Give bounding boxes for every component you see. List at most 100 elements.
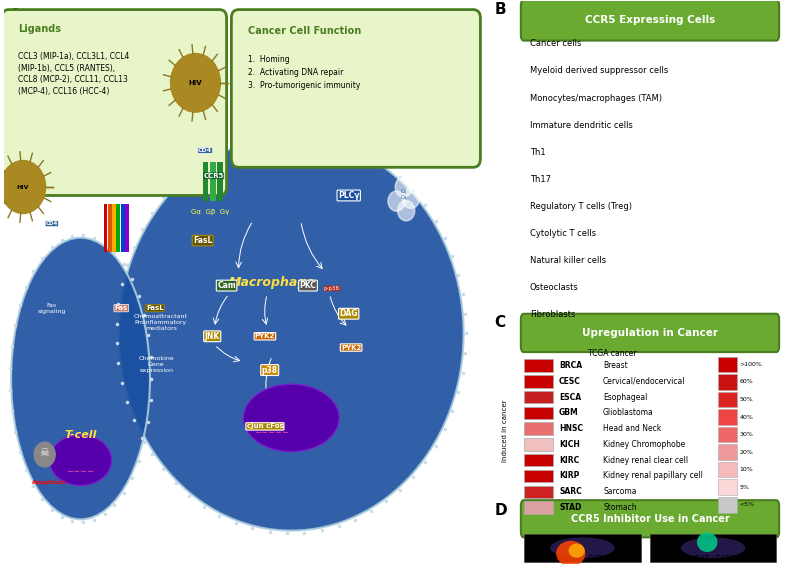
Text: B: B [494,2,506,17]
Text: Regulatory T cells (Treg): Regulatory T cells (Treg) [530,202,632,211]
Text: 30%: 30% [740,432,754,437]
Ellipse shape [568,544,585,558]
Text: Apoptosis: Apoptosis [32,480,67,485]
Text: PLCγ: PLCγ [338,191,359,200]
Bar [112,204,116,252]
FancyBboxPatch shape [231,10,480,167]
Text: Chemokine
Gene
expression: Chemokine Gene expression [138,356,174,373]
Ellipse shape [11,238,150,519]
Circle shape [398,201,415,221]
Text: Esophageal: Esophageal [603,393,648,402]
Text: ∼∼∼∼∼: ∼∼∼∼∼ [255,427,289,437]
Text: after CHT+CCR5 inh.: after CHT+CCR5 inh. [673,555,753,564]
Text: HNSC: HNSC [559,424,583,433]
Bar [523,407,553,419]
Text: <5%: <5% [740,502,755,507]
Text: GBM: GBM [559,409,578,417]
Text: Ligands: Ligands [18,23,61,34]
Bar [718,479,736,495]
Text: ESCA: ESCA [559,393,581,402]
Text: Chemoattractant
Proinflammatory
mediators: Chemoattractant Proinflammatory mediator… [134,314,188,331]
Bar [523,422,553,435]
Text: HIV: HIV [17,185,29,190]
Text: A: A [9,7,21,25]
Bar [718,409,736,425]
Text: Fas
signaling: Fas signaling [38,303,66,313]
Text: Osteoclasts: Osteoclasts [530,282,578,292]
Bar [523,454,553,466]
Bar [523,534,641,562]
Text: BRCA: BRCA [559,361,582,370]
Text: CCL3 (MIP-1a), CCL3L1, CCL4
(MIP-1b), CCL5 (RANTES),
CCL8 (MCP-2), CCL11, CCL13
: CCL3 (MIP-1a), CCL3L1, CCL4 (MIP-1b), CC… [18,52,130,96]
Text: Fas: Fas [115,305,128,311]
Text: 5%: 5% [740,485,749,489]
Bar [108,204,112,252]
Ellipse shape [697,532,718,552]
Text: 1.  Homing
2.  Activating DNA repair
3.  Pro-tumorigenic immunity: 1. Homing 2. Activating DNA repair 3. Pr… [248,54,361,90]
Text: TCGA cancer: TCGA cancer [589,349,637,358]
Text: Kidney Chromophobe: Kidney Chromophobe [603,440,685,449]
Text: C: C [494,316,505,331]
FancyBboxPatch shape [2,10,226,195]
Text: Macrophage: Macrophage [229,276,315,289]
Text: CCR5: CCR5 [204,172,224,179]
Text: Breast: Breast [603,361,628,370]
Bar [650,534,777,562]
Text: SARC: SARC [559,487,582,496]
Text: Th1: Th1 [530,148,545,156]
Bar [104,204,108,252]
Ellipse shape [119,136,464,531]
Text: Cervical/endocervical: Cervical/endocervical [603,377,685,386]
Text: T-cell: T-cell [64,430,97,440]
Ellipse shape [681,537,745,558]
Circle shape [395,177,413,197]
Text: PYK2: PYK2 [255,333,275,339]
Text: Ca
Ca: Ca Ca [401,189,407,200]
Text: ∼∼∼∼: ∼∼∼∼ [67,467,94,476]
Text: CCR5 Expressing Cells: CCR5 Expressing Cells [585,15,715,25]
Text: Immature dendritic cells: Immature dendritic cells [530,120,633,129]
Text: JNK: JNK [204,332,220,341]
Bar [718,444,736,460]
Text: 10%: 10% [740,467,753,472]
Text: FasL: FasL [193,236,212,245]
Text: Monocytes/macrophages (TAM): Monocytes/macrophages (TAM) [530,93,662,103]
Bar [718,391,736,407]
Text: CD4: CD4 [198,148,212,153]
Bar [125,204,129,252]
Text: CCR5 Inhibitor Use in Cancer: CCR5 Inhibitor Use in Cancer [571,514,729,524]
Text: Myeloid derived suppressor cells: Myeloid derived suppressor cells [530,66,668,76]
Text: Kidney renal papillary cell: Kidney renal papillary cell [603,472,703,481]
FancyBboxPatch shape [521,314,779,352]
Bar [523,501,553,514]
Bar [718,374,736,390]
Text: Stomach: Stomach [603,503,637,512]
Text: Fibroblasts: Fibroblasts [530,310,575,319]
Text: Gα  Gβ  Gγ: Gα Gβ Gγ [191,209,229,215]
Text: before CHT+CCR5 inh.: before CHT+CCR5 inh. [539,555,626,564]
Text: CD4: CD4 [46,221,58,226]
Circle shape [1,160,46,214]
Bar [523,375,553,387]
Text: DAG: DAG [340,309,358,318]
Text: Th17: Th17 [530,175,551,183]
Circle shape [34,442,55,467]
Bar [718,427,736,442]
Bar [523,470,553,482]
Text: Effect: Effect [717,345,742,354]
Bar [718,462,736,477]
Text: >100%: >100% [740,362,762,367]
Text: 20%: 20% [740,450,754,454]
Ellipse shape [244,384,339,452]
Circle shape [402,188,420,209]
FancyBboxPatch shape [521,0,779,41]
Text: PYK2: PYK2 [341,344,362,351]
Text: cJun cFos: cJun cFos [247,423,283,429]
Text: Upregulation in Cancer: Upregulation in Cancer [582,328,718,338]
Bar [116,204,120,252]
Bar [203,162,208,201]
Text: STAD: STAD [559,503,582,512]
Text: PKC: PKC [299,281,317,290]
Bar [523,438,553,450]
Text: 60%: 60% [740,379,753,384]
